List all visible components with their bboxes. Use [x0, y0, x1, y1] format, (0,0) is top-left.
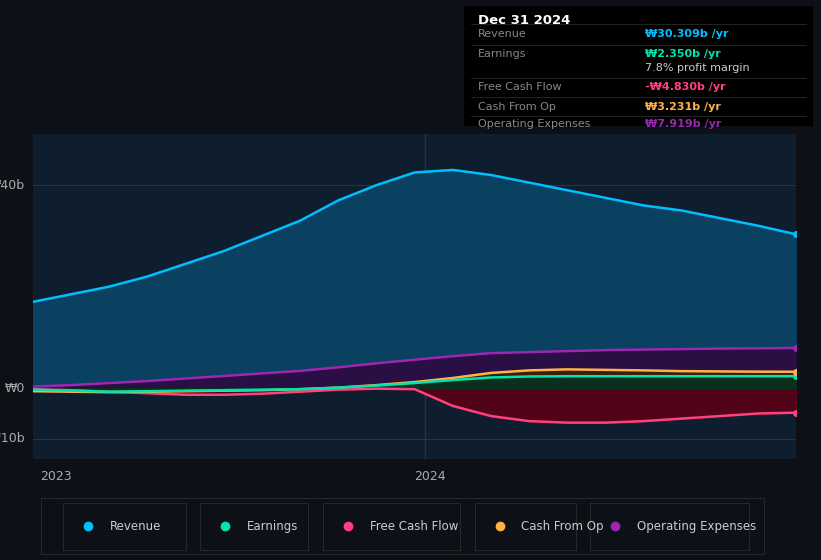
Text: Cash From Op: Cash From Op [521, 520, 604, 533]
Text: ₩40b: ₩40b [0, 179, 25, 192]
Bar [62, 503, 186, 550]
Bar [590, 503, 749, 550]
Bar [323, 503, 460, 550]
Text: -₩10b: -₩10b [0, 432, 25, 445]
Text: ₩0: ₩0 [4, 382, 25, 395]
Text: Revenue: Revenue [110, 520, 161, 533]
Bar [200, 503, 309, 550]
Text: Earnings: Earnings [247, 520, 298, 533]
Text: -₩4.830b /yr: -₩4.830b /yr [645, 82, 726, 92]
Text: Cash From Op: Cash From Op [478, 102, 556, 112]
Text: Revenue: Revenue [478, 30, 526, 40]
Text: ₩3.231b /yr: ₩3.231b /yr [645, 102, 721, 112]
Text: Free Cash Flow: Free Cash Flow [478, 82, 562, 92]
Text: Operating Expenses: Operating Expenses [478, 119, 590, 129]
Text: Dec 31 2024: Dec 31 2024 [478, 14, 571, 27]
Text: ₩7.919b /yr: ₩7.919b /yr [645, 119, 722, 129]
Text: Earnings: Earnings [478, 49, 526, 59]
Text: Free Cash Flow: Free Cash Flow [369, 520, 458, 533]
Text: Operating Expenses: Operating Expenses [637, 520, 756, 533]
Text: 7.8% profit margin: 7.8% profit margin [645, 63, 750, 73]
Bar [475, 503, 576, 550]
Text: ₩30.309b /yr: ₩30.309b /yr [645, 30, 729, 40]
Text: ₩2.350b /yr: ₩2.350b /yr [645, 49, 721, 59]
